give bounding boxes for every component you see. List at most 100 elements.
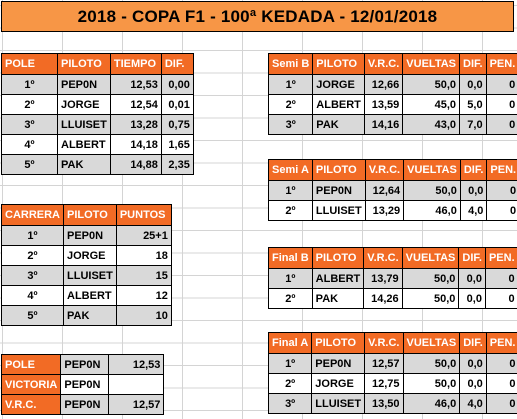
dif-cell: 7,0	[459, 114, 487, 135]
pole-header-tiempo: TIEMPO	[109, 53, 162, 75]
dif-cell: 0,75	[160, 114, 194, 135]
table-row: 1º PEP0N 12,53 0,00	[1, 74, 194, 95]
final-b-header-vueltas: VUELTAS	[401, 247, 460, 269]
vrc-cell: 12,64	[364, 180, 405, 201]
position-cell: 2º	[267, 94, 314, 115]
dif-cell: 0,0	[459, 373, 487, 394]
pilot-cell: ALBERT	[63, 285, 117, 306]
time-cell: 14,88	[109, 154, 162, 175]
semi-b-header-row: Semi B PILOTO V.R.C. VUELTAS DIF. PEN.	[267, 53, 517, 75]
points-cell: 18	[115, 245, 172, 266]
laps-cell: 50,0	[402, 353, 461, 374]
final-a-header-row: Final A PILOTO V.R.C. VUELTAS DIF. PEN.	[267, 332, 517, 354]
pilot-cell: PAK	[311, 288, 365, 309]
laps-cell: 50,0	[402, 74, 461, 95]
pilot-cell: LLUISET	[311, 200, 366, 221]
carrera-header-piloto: PILOTO	[63, 204, 117, 226]
final-b-header-piloto: PILOTO	[311, 247, 365, 269]
carrera-header-carrera: CARRERA	[1, 204, 64, 226]
final-a-header-vrc: V.R.C.	[364, 332, 404, 354]
pilot-cell: PEP0N	[63, 225, 117, 246]
table-row: 5º PAK 10	[1, 305, 172, 326]
pilot-cell: ALBERT	[311, 268, 365, 289]
pen-cell: 0	[484, 288, 517, 309]
pen-cell: 0	[485, 114, 517, 135]
carrera-header-row: CARRERA PILOTO PUNTOS	[1, 204, 172, 226]
position-cell: 5º	[1, 154, 58, 175]
pilot-cell: JORGE	[57, 94, 111, 115]
pen-cell: 0	[485, 94, 517, 115]
vrc-cell: 13,59	[363, 94, 404, 115]
pilot-cell: JORGE	[311, 373, 366, 394]
pole-header-row: POLE PILOTO TIEMPO DIF.	[1, 53, 194, 75]
vrc-cell: 13,50	[364, 393, 404, 414]
dif-cell: 5,0	[459, 94, 487, 115]
points-cell: 10	[115, 305, 172, 326]
vrc-cell: 12,57	[364, 353, 404, 374]
pen-cell: 0	[485, 373, 517, 394]
position-cell: 5º	[1, 305, 64, 326]
points-cell: 15	[115, 265, 172, 286]
dif-cell: 0,0	[458, 268, 486, 289]
semi-a-header-vrc: V.R.C.	[364, 159, 405, 181]
semi-a-header-piloto: PILOTO	[311, 159, 366, 181]
position-cell: 3º	[1, 114, 58, 135]
laps-cell: 43,0	[402, 114, 461, 135]
summary-value	[108, 374, 165, 395]
pilot-cell: PAK	[312, 114, 365, 135]
table-row: 2º PAK 14,26 50,0 0,0 0	[268, 288, 517, 309]
semi-b-header-title: Semi B	[267, 53, 314, 75]
table-row: 1º PEP0N 25+1	[1, 225, 172, 246]
laps-cell: 50,0	[401, 288, 460, 309]
position-cell: 1º	[1, 225, 64, 246]
position-cell: 2º	[1, 245, 64, 266]
pen-cell: 0	[486, 180, 517, 201]
pilot-cell: PEP0N	[311, 180, 366, 201]
semi-a-header-row: Semi A PILOTO V.R.C. VUELTAS DIF. PEN.	[268, 159, 517, 181]
dif-cell: 0,0	[459, 353, 487, 374]
summary-label-pole: POLE	[0, 354, 62, 375]
final-a-header-piloto: PILOTO	[311, 332, 366, 354]
pilot-cell: PAK	[63, 305, 117, 326]
pen-cell: 0	[486, 200, 517, 221]
position-cell: 1º	[267, 74, 314, 95]
table-row: 3º LLUISET 13,28 0,75	[1, 114, 194, 135]
final-a-header-title: Final A	[267, 332, 313, 354]
position-cell: 1º	[1, 74, 58, 95]
pilot-cell: ALBERT	[312, 94, 365, 115]
summary-label-victoria: VICTORIA	[0, 374, 62, 395]
semi-b-header-vrc: V.R.C.	[363, 53, 404, 75]
pilot-cell: PEP0N	[57, 74, 111, 95]
table-row: 2º ALBERT 13,59 45,0 5,0 0	[267, 94, 517, 115]
dif-cell: 4,0	[459, 393, 487, 414]
final-b-header-title: Final B	[268, 247, 313, 269]
semi-a-header-title: Semi A	[268, 159, 313, 181]
vrc-cell: 12,66	[363, 74, 404, 95]
summary-pilot: PEP0N	[60, 394, 110, 415]
final-b-header-pen: PEN.	[484, 247, 517, 269]
pen-cell: 0	[485, 353, 517, 374]
semi-a-table: Semi A PILOTO V.R.C. VUELTAS DIF. PEN. 1…	[268, 159, 517, 221]
laps-cell: 46,0	[402, 393, 461, 414]
table-row: 1º PEP0N 12,57 50,0 0,0 0	[267, 353, 517, 374]
table-row: 5º PAK 14,88 2,35	[1, 154, 194, 175]
time-cell: 12,53	[109, 74, 162, 95]
summary-table: POLE PEP0N 12,53 VICTORIA PEP0N V.R.C. P…	[0, 354, 165, 415]
table-row: 1º JORGE 12,66 50,0 0,0 0	[267, 74, 517, 95]
vrc-cell: 13,29	[364, 200, 405, 221]
table-row: 1º ALBERT 13,79 50,0 0,0 0	[268, 268, 517, 289]
dif-cell: 0,0	[459, 180, 488, 201]
vrc-cell: 13,79	[363, 268, 403, 289]
laps-cell: 45,0	[402, 94, 461, 115]
position-cell: 3º	[267, 114, 314, 135]
semi-b-header-dif: DIF.	[459, 53, 487, 75]
final-a-header-pen: PEN.	[485, 332, 517, 354]
summary-row-victoria: VICTORIA PEP0N	[0, 374, 165, 395]
semi-a-header-vueltas: VUELTAS	[403, 159, 461, 181]
final-b-header-dif: DIF.	[458, 247, 486, 269]
table-row: 2º JORGE 12,75 50,0 0,0 0	[267, 373, 517, 394]
position-cell: 1º	[267, 353, 313, 374]
summary-label-vrc: V.R.C.	[0, 394, 62, 415]
table-row: 3º PAK 14,16 43,0 7,0 0	[267, 114, 517, 135]
laps-cell: 50,0	[402, 373, 461, 394]
